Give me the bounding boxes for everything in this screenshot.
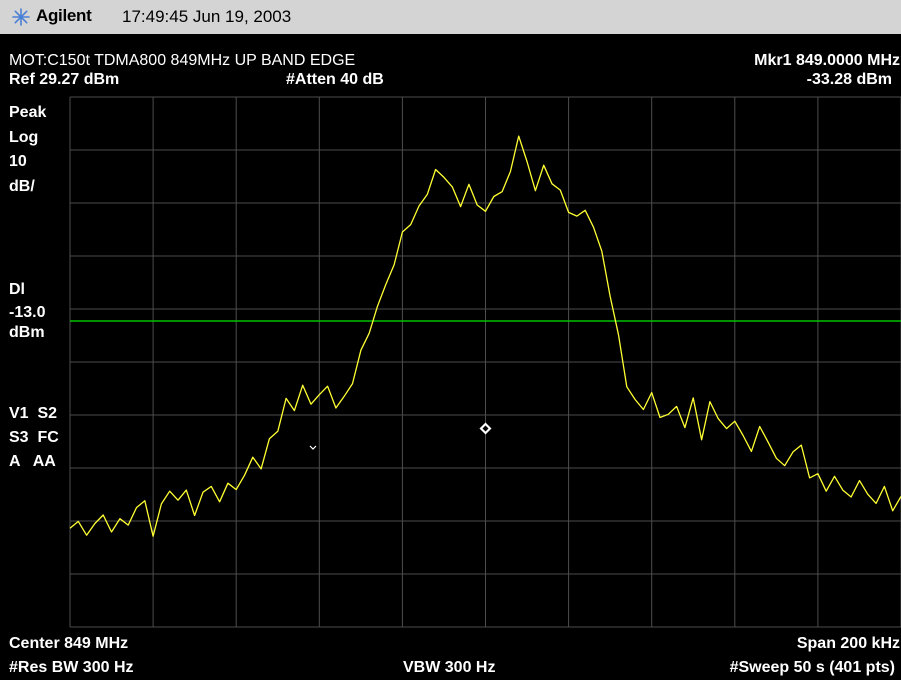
marker-frequency: Mkr1 849.0000 MHz: [754, 52, 900, 69]
display-line-unit: dBm: [9, 324, 45, 341]
status-row-3: A AA: [9, 453, 56, 470]
marker-amplitude: -33.28 dBm: [806, 71, 892, 88]
status-row-1: V1 S2: [9, 405, 58, 422]
video-bandwidth: VBW 300 Hz: [403, 659, 496, 676]
trace-title: MOT:C150t TDMA800 849MHz UP BAND EDGE: [9, 52, 356, 69]
display-line-value: -13.0: [9, 304, 46, 321]
timestamp: 17:49:45 Jun 19, 2003: [122, 7, 292, 26]
resolution-bandwidth: #Res BW 300 Hz: [9, 659, 134, 676]
sweep-time: #Sweep 50 s (401 pts): [729, 659, 895, 676]
trace-line: [69, 135, 901, 537]
graticule: [69, 96, 901, 628]
title-bar: Agilent 17:49:45 Jun 19, 2003: [0, 0, 901, 34]
attenuation: #Atten 40 dB: [286, 71, 384, 88]
scale-value: 10: [9, 153, 27, 170]
agilent-spark-icon: [12, 8, 30, 26]
marker-diamond-center: [482, 425, 489, 432]
status-row-2: S3 FC: [9, 429, 59, 446]
brand-name: Agilent: [36, 6, 92, 25]
chevron-down-icon: [309, 445, 317, 450]
scale-unit: dB/: [9, 178, 35, 195]
frequency-span: Span 200 kHz: [796, 635, 900, 652]
detector-mode: Peak: [9, 104, 47, 121]
marker-1-diamond: [479, 422, 492, 435]
ref-level: Ref 29.27 dBm: [9, 71, 120, 88]
scale-type: Log: [9, 129, 39, 146]
display-line-label: Dl: [9, 281, 25, 298]
center-frequency: Center 849 MHz: [9, 635, 129, 652]
